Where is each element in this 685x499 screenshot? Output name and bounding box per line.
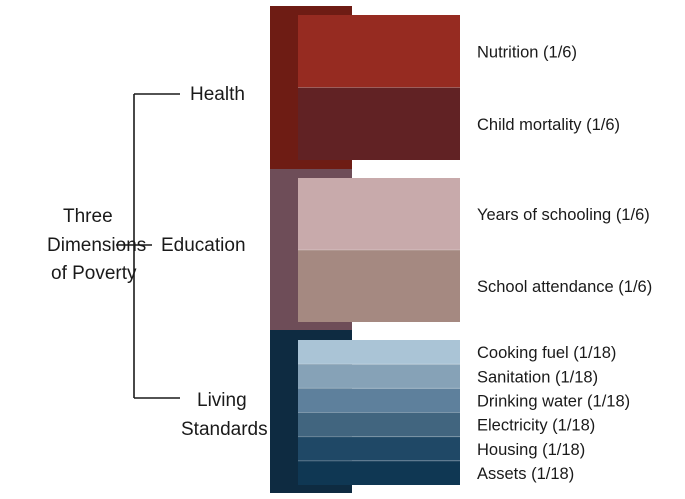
bar-cooking-fuel xyxy=(298,340,460,365)
label-school-attendance: School attendance (1/6) xyxy=(477,278,652,296)
bar-years-of-schooling xyxy=(298,178,460,250)
indicator-bars xyxy=(298,15,460,485)
bar-sanitation xyxy=(298,364,460,389)
label-cooking-fuel: Cooking fuel (1/18) xyxy=(477,344,616,362)
bar-drinking-water xyxy=(298,388,460,413)
bar-school-attendance xyxy=(298,250,460,322)
root-label: of Poverty xyxy=(51,263,137,284)
label-nutrition: Nutrition (1/6) xyxy=(477,43,577,61)
bar-nutrition xyxy=(298,15,460,88)
label-sanitation: Sanitation (1/18) xyxy=(477,368,598,386)
bar-child-mortality xyxy=(298,87,460,160)
label-electricity: Electricity (1/18) xyxy=(477,417,595,435)
label-years-of-schooling: Years of schooling (1/6) xyxy=(477,206,650,224)
bar-assets xyxy=(298,460,460,485)
bar-housing xyxy=(298,436,460,461)
dimension-label-living-standards: Standards xyxy=(181,419,268,440)
diagram-labels: Nutrition (1/6) Child mortality (1/6) Heal… xyxy=(47,43,652,483)
root-label: Dimensions xyxy=(47,235,146,256)
bar-electricity xyxy=(298,412,460,437)
label-child-mortality: Child mortality (1/6) xyxy=(477,116,620,134)
label-drinking-water: Drinking water (1/18) xyxy=(477,392,630,410)
tree-connectors xyxy=(116,93,180,399)
dimension-label-education: Education xyxy=(161,235,246,256)
dimension-label-living-standards: Living xyxy=(197,390,247,411)
dimension-label-health: Health xyxy=(190,84,245,105)
label-housing: Housing (1/18) xyxy=(477,441,585,459)
root-label: Three xyxy=(63,206,113,227)
label-assets: Assets (1/18) xyxy=(477,465,574,483)
